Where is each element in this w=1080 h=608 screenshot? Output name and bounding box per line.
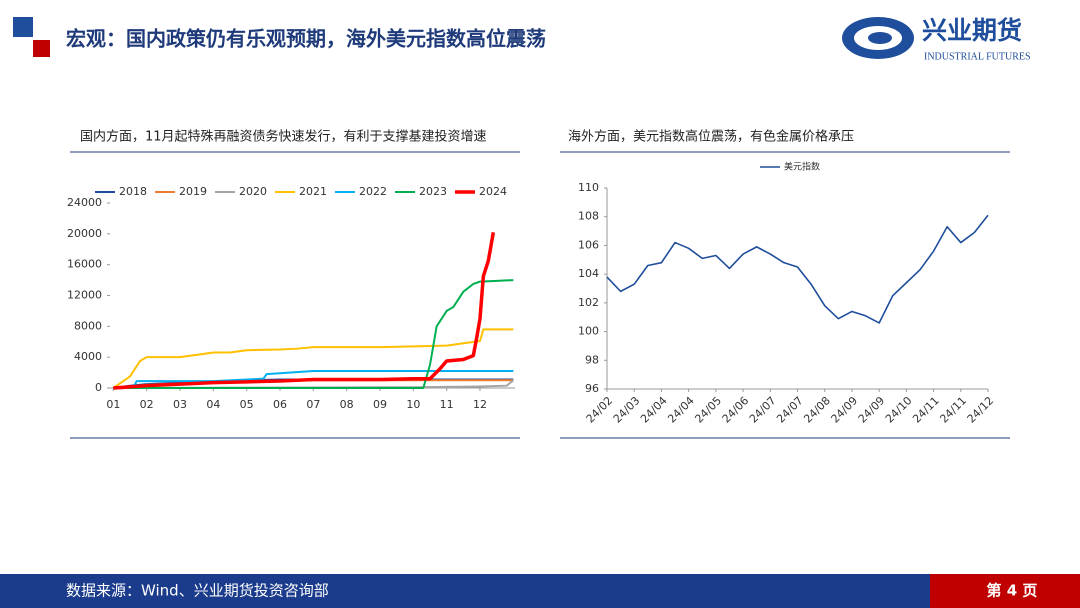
y-tick-label: 106	[578, 238, 599, 251]
x-tick-label: 24/07	[774, 394, 806, 426]
x-tick-label: 24/07	[747, 394, 779, 426]
x-tick-label: 12	[473, 398, 487, 411]
y-tick-label: 0	[95, 381, 102, 394]
deco-square	[13, 17, 33, 37]
y-tick-label: 98	[585, 353, 599, 366]
x-tick-label: 24/06	[720, 394, 752, 426]
y-tick-label: 8000	[74, 319, 102, 332]
series-line	[113, 279, 514, 389]
x-tick-label: 24/11	[937, 394, 969, 426]
x-tick-label: 11	[440, 398, 454, 411]
y-tick-label: 100	[578, 325, 599, 338]
footer-source: 数据来源：Wind、兴业期货投资咨询部	[66, 582, 329, 600]
footer-bar	[0, 574, 930, 608]
x-tick-label: 03	[173, 398, 187, 411]
x-tick-label: 09	[373, 398, 387, 411]
legend-label: 2024	[479, 185, 507, 198]
legend-label: 2020	[239, 185, 267, 198]
legend-label: 2023	[419, 185, 447, 198]
legend-label: 2021	[299, 185, 327, 198]
x-tick-label: 24/09	[856, 394, 888, 426]
chart-title: 海外方面，美元指数高位震荡，有色金属价格承压	[568, 129, 854, 145]
x-tick-label: 24/04	[638, 394, 670, 426]
y-tick-label: 96	[585, 382, 599, 395]
x-tick-label: 08	[340, 398, 354, 411]
x-tick-label: 24/08	[801, 394, 833, 426]
y-tick-label: 4000	[74, 350, 102, 363]
x-tick-label: 06	[273, 398, 287, 411]
x-tick-label: 24/09	[829, 394, 861, 426]
series-line	[606, 214, 989, 324]
x-tick-label: 24/10	[883, 394, 915, 426]
logo-name: 兴业期货	[922, 16, 1022, 45]
footer-page-box	[930, 574, 1080, 608]
y-tick-label: 20000	[67, 227, 102, 240]
x-tick-label: 04	[206, 398, 220, 411]
page-number: 第 4 页	[987, 582, 1038, 600]
y-tick-label: 12000	[67, 289, 102, 302]
y-tick-label: 104	[578, 267, 599, 280]
x-tick-label: 05	[240, 398, 254, 411]
x-tick-label: 24/04	[665, 394, 697, 426]
slide-title: 宏观：国内政策仍有乐观预期，海外美元指数高位震荡	[66, 27, 546, 51]
y-tick-label: 24000	[67, 196, 102, 209]
x-tick-label: 24/11	[910, 394, 942, 426]
chart-title: 国内方面，11月起特殊再融资债务快速发行，有利于支撑基建投资增速	[80, 129, 487, 145]
x-tick-label: 24/05	[692, 394, 724, 426]
logo: 兴业期货 INDUSTRIAL FUTURES	[842, 16, 1031, 62]
y-tick-label: 16000	[67, 258, 102, 271]
legend-label: 2019	[179, 185, 207, 198]
y-tick-label: 102	[578, 296, 599, 309]
series-line	[112, 328, 514, 389]
deco-square	[33, 40, 50, 57]
logo-english: INDUSTRIAL FUTURES	[924, 51, 1031, 62]
x-tick-label: 24/02	[584, 394, 616, 426]
series-line	[113, 231, 496, 390]
x-tick-label: 24/12	[965, 394, 997, 426]
x-tick-label: 24/03	[611, 394, 643, 426]
y-tick-label: 110	[578, 181, 599, 194]
legend-label: 2018	[119, 185, 147, 198]
logo-mark	[868, 32, 892, 44]
x-tick-label: 01	[106, 398, 120, 411]
x-tick-label: 07	[306, 398, 320, 411]
x-tick-label: 10	[406, 398, 420, 411]
legend-label: 美元指数	[784, 161, 820, 173]
legend-label: 2022	[359, 185, 387, 198]
x-tick-label: 02	[140, 398, 154, 411]
y-tick-label: 108	[578, 210, 599, 223]
